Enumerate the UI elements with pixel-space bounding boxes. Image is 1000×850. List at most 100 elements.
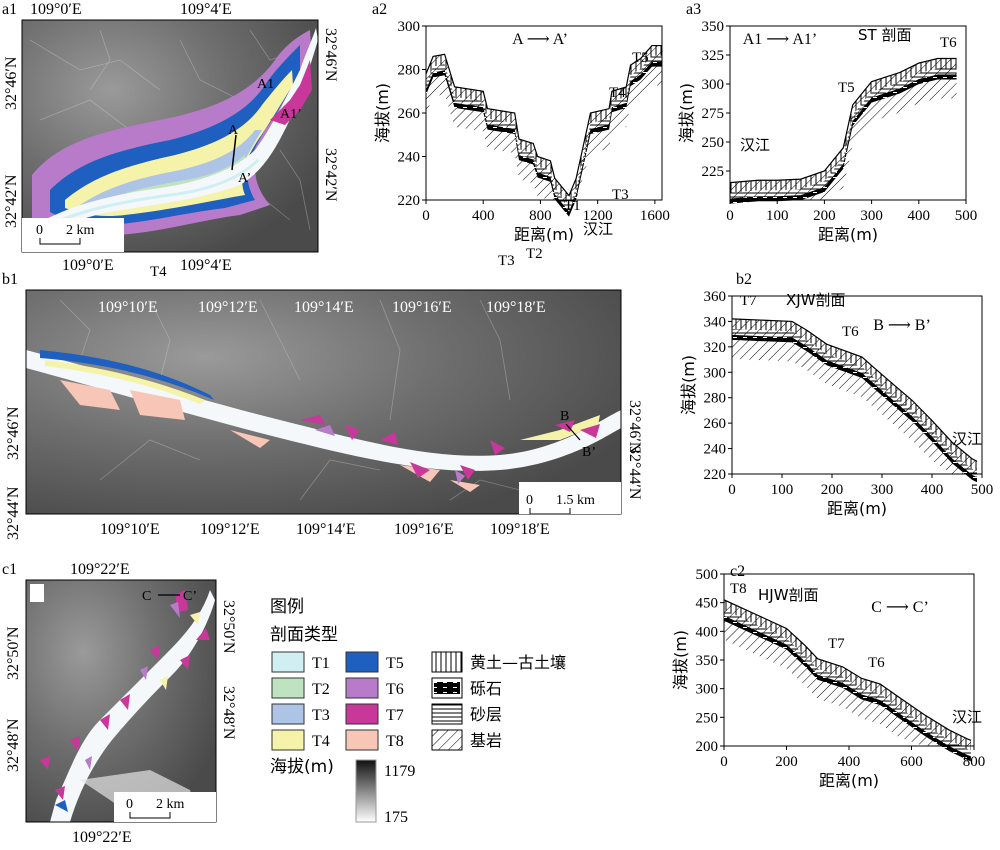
- ytick-label-c2-2: 300: [696, 682, 719, 698]
- map-c1-scale-km: 2 km: [156, 797, 185, 812]
- panel-label-c1: c1: [2, 561, 17, 578]
- ytick-label-a3-2: 275: [702, 106, 725, 122]
- ytick-label-c2-3: 350: [696, 653, 719, 669]
- legend-elevation-min: 175: [384, 809, 408, 826]
- map-c1: 0 2 km C C’: [26, 580, 216, 822]
- b1-top-lon-5: 109°18′E: [486, 299, 546, 316]
- map-b1-scale-0: 0: [526, 493, 533, 508]
- xlabel-c2: 距离(m): [819, 771, 879, 790]
- chart-title-b2: B ⟶ B’: [873, 317, 931, 334]
- legend-elevation-max: 1179: [384, 763, 415, 780]
- ytick-label-c2-4: 400: [696, 624, 719, 640]
- xtick-label-a2-2: 800: [529, 208, 552, 224]
- xtick-label-a3-4: 400: [908, 208, 931, 224]
- xtick-label-c2-1: 200: [775, 754, 798, 770]
- xtick-label-a2-1: 400: [472, 208, 495, 224]
- chart-title-a2: A ⟶ A’: [512, 31, 568, 48]
- legend-gravel-fill: [434, 682, 460, 694]
- ytick-label-a3-1: 250: [702, 135, 725, 151]
- legend-label-T1: T1: [312, 655, 330, 672]
- legend-label-T3: T3: [312, 707, 330, 724]
- legend-title: 图例: [270, 597, 304, 617]
- annotation-c2-3: T6: [868, 655, 885, 671]
- legend-swatch-T7: [346, 704, 378, 724]
- annotation-a2-2: T2: [526, 246, 543, 262]
- annotation-a2-3: T1: [564, 198, 581, 214]
- xtick-label-b2-2: 200: [821, 482, 844, 498]
- profile-label-A1-prime: A1’: [280, 107, 302, 122]
- ylabel-b2: 海拔(m): [679, 355, 698, 415]
- a1-top-lon-2: 109°4′E: [180, 1, 232, 18]
- ytick-label-b2-5: 320: [704, 340, 727, 356]
- xtick-label-a3-5: 500: [955, 208, 978, 224]
- c1-left-lat-2: 32°48′N: [5, 718, 22, 772]
- profile-label-B-prime: B’: [582, 445, 596, 460]
- a1-top-lon-1: 109°0′E: [30, 1, 82, 18]
- ytick-label-b2-1: 240: [704, 442, 727, 458]
- map-b1-scale-km: 1.5 km: [556, 493, 595, 508]
- ytick-label-a3-3: 300: [702, 77, 725, 93]
- legend-bedrock-label: 基岩: [470, 731, 502, 750]
- xtick-label-c2-3: 600: [900, 754, 923, 770]
- panel-label-a3: a3: [686, 1, 701, 18]
- b1-top-lon-1: 109°10′E: [98, 299, 158, 316]
- annotation-a3-0: 汉江: [740, 136, 770, 154]
- ytick-label-a3-0: 225: [702, 164, 725, 180]
- legend-swatch-T3: [272, 704, 304, 724]
- gravel-fill-c2: [724, 616, 971, 761]
- ytick-label-a2-4: 300: [398, 19, 421, 35]
- annotation-c2-2: T7: [828, 636, 845, 652]
- ylabel-a3: 海拔(m): [677, 83, 696, 143]
- annotation-c2-0: T8: [730, 581, 747, 597]
- loess-fill-c2: [724, 600, 971, 750]
- chart-title-c2: C ⟶ C’: [871, 599, 929, 616]
- xlabel-a2: 距离(m): [514, 225, 574, 244]
- annotation-b2-3: 汉江: [952, 430, 982, 448]
- legend-loess-swatch: [432, 652, 462, 672]
- xlabel-a3: 距离(m): [818, 225, 878, 244]
- ytick-label-a3-4: 325: [702, 48, 725, 64]
- profile-label-B: B: [560, 409, 569, 424]
- xtick-label-a3-1: 100: [766, 208, 789, 224]
- xlabel-b2: 距离(m): [827, 499, 887, 518]
- annotation-a3-1: T5: [838, 80, 855, 96]
- a1-bottom-lon-2: 109°4′E: [180, 257, 232, 274]
- b1-left-lat-1: 32°46′N: [5, 406, 22, 460]
- ytick-label-c2-0: 200: [696, 739, 719, 755]
- xtick-label-b2-4: 400: [921, 482, 944, 498]
- b1-top-lon-4: 109°16′E: [392, 299, 452, 316]
- xtick-label-a2-4: 1600: [640, 208, 670, 224]
- legend-label-T6: T6: [386, 681, 404, 698]
- map-a1-scale-0: 0: [36, 223, 43, 238]
- panel-label-a1: a1: [2, 1, 17, 18]
- xtick-label-a3-3: 300: [860, 208, 883, 224]
- annotation-a2-7: T5: [632, 50, 649, 66]
- xtick-label-a3-2: 200: [813, 208, 836, 224]
- annotation-a2-5: T3: [612, 187, 629, 203]
- b1-bottom-lon-3: 109°14′E: [296, 521, 356, 538]
- chart-a3: a3 0 100 200 300 400 500 225 250 275 300 325 350 距离(m…: [677, 1, 977, 244]
- a1-bottom-lon-1: 109°0′E: [62, 257, 114, 274]
- xtick-label-a3-0: 0: [726, 208, 734, 224]
- panel-label-c2: c2: [730, 563, 745, 580]
- annotation-b2-1: XJW剖面: [786, 291, 846, 309]
- xtick-label-b2-5: 500: [971, 482, 994, 498]
- legend-label-T7: T7: [386, 707, 404, 724]
- legend-loess-label: 黄土—古土壤: [470, 653, 566, 672]
- ytick-label-b2-7: 360: [704, 289, 727, 305]
- c1-inset-marker: [30, 584, 44, 602]
- chart-frame-a3: [730, 26, 966, 200]
- legend-subtitle: 剖面类型: [270, 625, 338, 645]
- xtick-label-b2-0: 0: [728, 482, 736, 498]
- map-b1: 0 1.5 km B B’: [26, 290, 621, 514]
- b1-top-lon-3: 109°14′E: [294, 299, 354, 316]
- chart-title-a3: A1 ⟶ A1’: [743, 31, 818, 48]
- annotation-c2-1: HJW剖面: [758, 586, 819, 604]
- legend-sand-swatch: [432, 704, 462, 724]
- ytick-label-a3-5: 350: [702, 19, 725, 35]
- a1-left-lat-1: 32°46′N: [3, 56, 20, 110]
